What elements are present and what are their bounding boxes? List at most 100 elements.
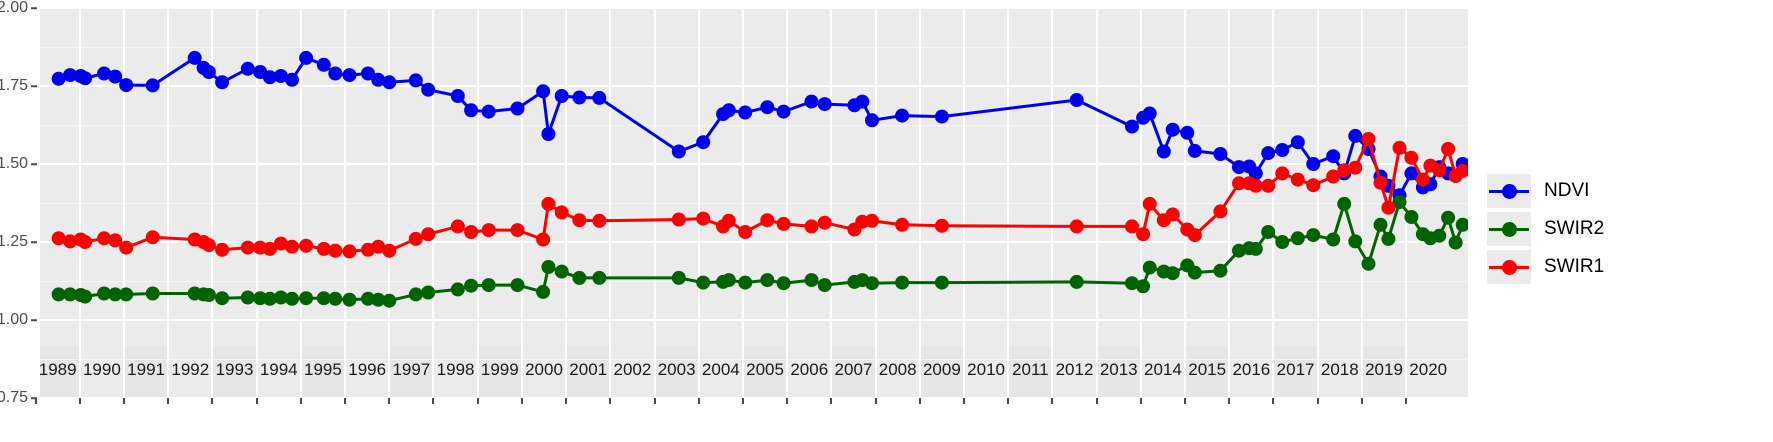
data-point <box>361 291 375 306</box>
y-tick-mark <box>31 397 37 399</box>
x-tick-label: 2001 <box>569 360 608 379</box>
data-point <box>804 94 819 109</box>
data-point <box>1337 163 1352 178</box>
x-tick-mark <box>34 398 37 404</box>
data-point <box>1441 210 1456 225</box>
legend-item-swir1[interactable]: SWIR1 <box>1487 248 1604 286</box>
data-point <box>450 219 465 234</box>
x-axis-band <box>742 346 788 398</box>
x-axis-band <box>389 346 434 398</box>
x-tick-label: 1991 <box>127 360 166 379</box>
y-tick-mark <box>31 319 37 321</box>
x-tick-mark <box>741 398 744 404</box>
gridline-vertical <box>432 8 435 398</box>
data-point <box>63 68 78 83</box>
data-point <box>1415 172 1430 187</box>
data-point <box>201 65 216 79</box>
y-tick-mark <box>31 163 37 165</box>
y-tick-label: 1.25 <box>0 233 28 250</box>
data-point <box>201 288 216 302</box>
data-point <box>1423 158 1438 173</box>
data-point <box>1455 163 1468 178</box>
gridline-horizontal-minor <box>40 125 1468 126</box>
data-point <box>934 109 949 124</box>
x-tick-label: 1995 <box>304 360 342 379</box>
x-tick-mark <box>830 398 833 404</box>
data-point <box>536 232 551 247</box>
data-point <box>1213 204 1228 219</box>
data-point <box>671 144 686 159</box>
data-point <box>1381 231 1396 246</box>
data-point <box>262 241 277 256</box>
data-point <box>1156 264 1171 279</box>
data-point <box>328 243 343 258</box>
x-tick-mark <box>1316 398 1319 404</box>
data-point <box>1423 177 1438 192</box>
data-point <box>865 276 879 291</box>
gridline-vertical <box>1139 8 1142 398</box>
data-point <box>1361 132 1376 146</box>
legend: NDVI SWIR2 SWIR1 <box>1487 172 1604 286</box>
data-point <box>1361 142 1376 156</box>
data-point <box>572 213 587 228</box>
data-point <box>1242 159 1257 174</box>
series-line <box>57 200 1465 303</box>
data-point <box>1156 144 1171 159</box>
y-tick-label: 1.75 <box>0 77 28 94</box>
x-tick-label: 2002 <box>613 360 652 379</box>
data-point <box>760 100 775 115</box>
series-ndvi <box>51 50 1468 203</box>
data-point <box>1125 119 1139 134</box>
gridline-vertical <box>1095 8 1098 398</box>
data-point <box>1326 169 1341 184</box>
data-point <box>273 290 288 305</box>
x-tick-mark <box>255 398 258 404</box>
data-point <box>592 213 607 228</box>
data-point <box>97 66 112 81</box>
x-axis-band <box>654 346 699 398</box>
gridline-horizontal <box>40 8 1468 9</box>
data-point <box>1455 217 1468 232</box>
legend-item-swir2[interactable]: SWIR2 <box>1487 210 1604 248</box>
data-point <box>541 260 556 274</box>
data-point <box>895 275 910 290</box>
gridline-vertical <box>78 8 81 398</box>
data-point <box>1373 217 1388 232</box>
data-point <box>1423 231 1438 246</box>
x-tick-label: 2010 <box>967 360 1006 379</box>
data-point <box>1248 241 1263 256</box>
gridline-horizontal-minor <box>40 203 1468 204</box>
x-tick-label: 2003 <box>657 360 696 379</box>
series-swir1 <box>51 132 1468 259</box>
x-axis-band <box>477 346 522 398</box>
x-tick-mark <box>1007 398 1010 404</box>
data-point <box>671 270 686 285</box>
data-point <box>1373 175 1388 190</box>
legend-key-swatch <box>1487 250 1531 284</box>
data-point <box>721 213 736 228</box>
data-point <box>716 219 731 234</box>
gridline-vertical <box>609 8 612 398</box>
data-point <box>273 236 288 251</box>
data-point <box>1448 168 1463 183</box>
x-tick-mark <box>1228 398 1231 404</box>
x-tick-mark <box>476 398 479 404</box>
gridline-horizontal <box>40 85 1468 87</box>
data-point <box>776 104 791 119</box>
data-point <box>63 287 78 302</box>
data-point <box>1415 180 1430 195</box>
x-axis-band <box>300 346 346 398</box>
legend-item-ndvi[interactable]: NDVI <box>1487 172 1604 210</box>
data-point <box>1242 241 1257 256</box>
data-point <box>1136 110 1151 125</box>
x-tick-mark <box>918 398 921 404</box>
data-point <box>187 286 202 301</box>
data-point <box>934 275 949 290</box>
x-tick-mark <box>963 398 965 404</box>
data-point <box>934 218 949 233</box>
data-point <box>572 90 587 105</box>
gridline-vertical <box>741 8 744 398</box>
x-tick-label: 2011 <box>1012 360 1049 379</box>
legend-key-swatch <box>1487 174 1531 208</box>
data-point <box>760 213 775 228</box>
